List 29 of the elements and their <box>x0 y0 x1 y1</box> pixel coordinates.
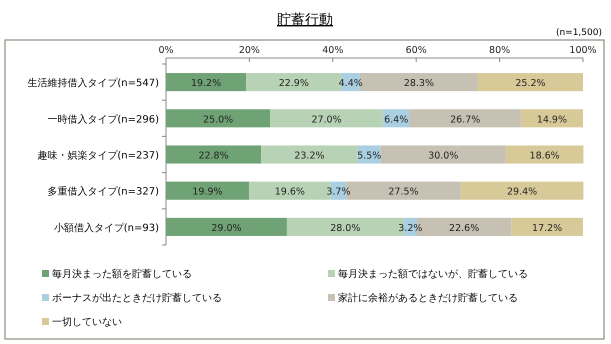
chart-title: 貯蓄行動 <box>277 12 333 28</box>
bar <box>460 182 584 200</box>
x-tick-label: 80% <box>489 45 510 56</box>
y-tick-label: 多重借入タイプ(n=327) <box>47 186 160 198</box>
bar <box>166 182 249 200</box>
x-tick-label: 100% <box>569 45 597 56</box>
bar <box>410 109 521 128</box>
y-tick-label: 小額借入タイプ(n=93) <box>54 222 160 234</box>
bar <box>506 145 584 164</box>
bar <box>520 109 583 128</box>
bar <box>166 218 287 236</box>
bar <box>511 218 583 236</box>
bar <box>270 109 383 128</box>
legend-label: 一切していない <box>52 316 122 328</box>
x-tick-label: 60% <box>406 45 427 56</box>
bar <box>261 145 358 164</box>
text: (n=1,500) <box>556 28 602 38</box>
bar <box>380 145 506 164</box>
y-tick-label: 一時借入タイプ(n=296) <box>47 113 160 126</box>
bar <box>166 109 270 128</box>
bar <box>166 145 262 164</box>
y-tick-label: 生活維持借入タイプ(n=547) <box>27 77 160 90</box>
x-tick-label: 0% <box>158 45 174 56</box>
bar <box>478 73 583 92</box>
y-tick-label: 趣味・娯楽タイプ(n=237) <box>37 150 160 162</box>
bar <box>166 73 246 92</box>
x-tick-label: 20% <box>238 45 260 56</box>
value-labels: 19.2% 25.0% 22.8% 19.9% 29.0% 22.9% 27.0% 23.2% 19.6% 28.0% 4.4% 6.4% 5.5% 3.7% 3.2% 28.3% 26.7% 30.0% 27.5% 22.6% 25.2% 14.9% 18.6% 29.4% 17.2% <box>190 78 568 234</box>
x-tick-label: 40% <box>322 45 344 56</box>
